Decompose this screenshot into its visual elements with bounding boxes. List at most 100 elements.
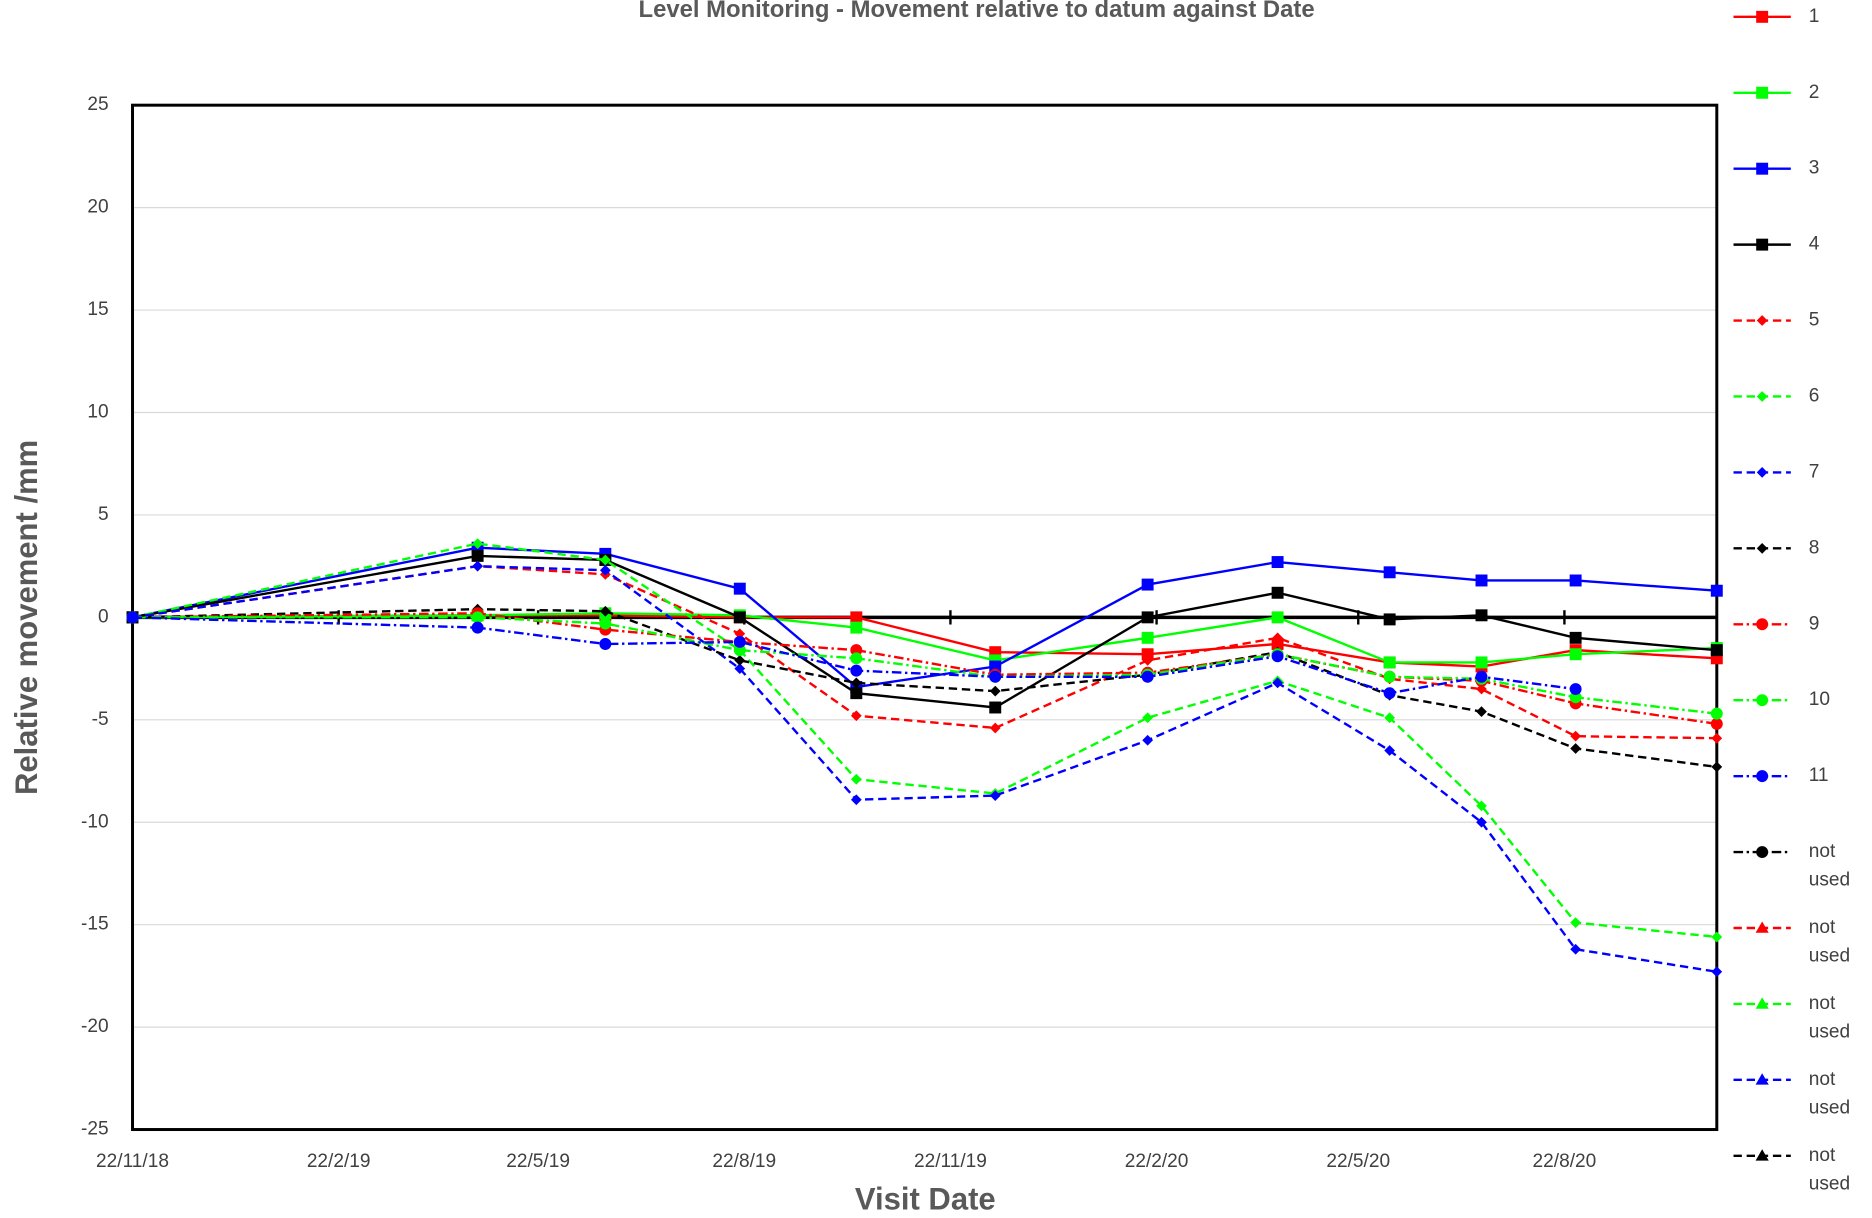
marker	[471, 611, 484, 624]
y-tick-label: 15	[87, 299, 108, 320]
y-tick-label: -25	[81, 1119, 109, 1140]
marker	[471, 549, 484, 562]
marker	[1383, 566, 1396, 579]
legend-marker	[1756, 391, 1768, 402]
marker	[1384, 745, 1396, 756]
marker	[850, 644, 863, 657]
marker	[1141, 648, 1154, 661]
marker	[733, 644, 746, 657]
marker	[1710, 717, 1723, 730]
legend-marker	[1756, 467, 1768, 478]
marker	[1569, 631, 1582, 644]
marker	[733, 635, 746, 648]
x-axis-label: Visit Date	[855, 1181, 996, 1216]
marker	[1710, 584, 1723, 597]
y-tick-label: -15	[81, 914, 109, 935]
marker	[1141, 670, 1154, 683]
legend-marker	[1756, 694, 1769, 707]
series-line	[132, 554, 1717, 709]
marker	[1475, 574, 1488, 587]
x-tick-label: 22/8/20	[1533, 1151, 1597, 1172]
marker	[1570, 917, 1581, 928]
legend-label: 7	[1809, 461, 1820, 482]
x-tick-label: 22/11/19	[914, 1151, 987, 1172]
marker	[1383, 687, 1396, 700]
legend-label: 1	[1809, 6, 1820, 27]
y-tick-label: -5	[92, 709, 109, 730]
legend-marker	[1756, 846, 1769, 859]
legend-label: 6	[1809, 386, 1820, 407]
legend-marker	[1756, 542, 1768, 554]
marker	[1475, 656, 1488, 669]
series-line	[132, 614, 1717, 668]
marker	[1570, 730, 1581, 742]
x-tick-label: 22/11/18	[96, 1151, 169, 1172]
marker	[126, 611, 139, 624]
legend-label: 5	[1809, 310, 1820, 331]
marker	[1569, 648, 1582, 661]
x-tick-label: 22/8/19	[712, 1151, 776, 1172]
marker	[1141, 611, 1154, 624]
marker	[850, 652, 863, 665]
y-tick-label: 5	[98, 504, 109, 525]
marker	[1711, 931, 1723, 943]
y-tick-label: -20	[81, 1016, 109, 1037]
marker	[1271, 556, 1284, 569]
marker	[1383, 656, 1396, 669]
marker	[1476, 706, 1487, 717]
marker	[989, 646, 1002, 659]
legend-label: not used	[1809, 841, 1850, 891]
legend-marker	[1756, 770, 1769, 783]
legend-label: 3	[1809, 158, 1820, 179]
marker	[850, 773, 862, 785]
marker	[989, 670, 1002, 683]
x-tick-label: 22/2/20	[1125, 1151, 1189, 1172]
marker	[1710, 652, 1723, 665]
marker	[1476, 683, 1487, 695]
marker	[1383, 670, 1396, 683]
series-line	[132, 612, 1717, 664]
marker	[1475, 670, 1488, 683]
legend-label: 8	[1809, 537, 1820, 558]
marker	[599, 617, 612, 630]
legend-marker	[1755, 997, 1769, 1009]
marker	[599, 564, 611, 576]
legend-label: 10	[1809, 689, 1830, 710]
marker	[1711, 732, 1723, 744]
legend-marker	[1755, 1073, 1769, 1085]
marker	[1710, 644, 1723, 657]
marker	[1710, 707, 1723, 720]
series-line	[132, 546, 1717, 689]
y-tick-label: 25	[87, 94, 108, 115]
marker	[1384, 712, 1396, 724]
legend-marker	[1756, 86, 1769, 99]
marker	[1271, 650, 1284, 663]
legend-label: not used	[1809, 993, 1850, 1043]
legend-label: 11	[1809, 765, 1829, 786]
marker	[989, 654, 1002, 667]
marker	[1141, 631, 1154, 644]
legend-marker	[1756, 162, 1769, 175]
marker	[599, 554, 611, 566]
marker	[850, 621, 863, 634]
series-line	[132, 564, 1717, 973]
marker	[850, 664, 863, 677]
marker	[599, 605, 611, 617]
marker	[471, 621, 484, 634]
marker	[850, 611, 863, 624]
marker	[1475, 609, 1488, 622]
marker	[1271, 586, 1284, 599]
marker	[599, 638, 612, 650]
marker	[1142, 712, 1153, 724]
marker	[1476, 800, 1487, 812]
marker	[1142, 734, 1153, 746]
x-tick-label: 22/2/19	[307, 1151, 371, 1172]
legend-marker	[1756, 315, 1768, 326]
legend-label: not used	[1809, 917, 1850, 967]
marker	[1271, 611, 1284, 624]
marker	[1711, 966, 1723, 978]
marker	[1711, 761, 1723, 773]
marker	[1476, 816, 1487, 828]
